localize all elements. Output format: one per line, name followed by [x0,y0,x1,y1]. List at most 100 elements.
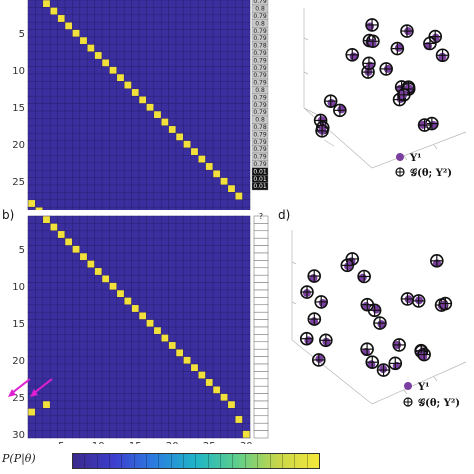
heatmap-cell [242,363,251,372]
heatmap-cell [27,230,36,239]
heatmap-cell [212,66,221,75]
side-cell-value: 0.79 [253,28,267,35]
heatmap-cell [220,95,229,104]
heatmap-cell [227,378,236,387]
heatmap-cell [64,7,73,16]
heatmap-cell [123,21,132,30]
heatmap-cell [27,267,36,276]
heatmap-cell [153,36,162,45]
heatmap-cell [109,7,118,16]
heatmap-cell [160,36,169,45]
heatmap-cell [86,363,95,372]
heatmap-cell [190,371,199,380]
heatmap-cell [27,7,36,16]
heatmap-cell [138,14,147,23]
heatmap-cell [94,274,103,283]
heatmap-cell [94,297,103,306]
heatmap-cell [138,184,147,193]
colorbar-segment [283,454,296,468]
heatmap-cell [42,66,51,75]
heatmap-cell [131,132,140,141]
heatmap-cell [227,66,236,75]
heatmap-cell [197,118,206,127]
heatmap-cell [212,110,221,119]
heatmap-cell [175,66,184,75]
heatmap-cell [212,44,221,53]
heatmap-cell-highlight [42,0,51,8]
heatmap-cell [160,363,169,372]
heatmap-cell [79,58,88,67]
heatmap-cell [42,334,51,343]
side-cell-value: 0.79 [253,109,267,116]
heatmap-cell [123,58,132,67]
heatmap-cell [64,140,73,149]
heatmap-cell [131,363,140,372]
side-cell [253,430,269,439]
heatmap-cell [116,237,125,246]
heatmap-cell [205,319,214,328]
heatmap-cell [109,132,118,141]
heatmap-cell [168,192,177,201]
heatmap-cell [86,348,95,357]
heatmap-cell [242,58,251,67]
heatmap-cell [64,371,73,380]
heatmap-cell [183,319,192,328]
heatmap-cell [27,415,36,424]
heatmap-cell [42,408,51,417]
heatmap-cell [205,125,214,134]
heatmap-cell [153,252,162,261]
heatmap-cell [197,125,206,134]
heatmap-cell [153,51,162,60]
y-tick-label: 20 [12,356,25,367]
heatmap-cell [109,319,118,328]
heatmap-cell [212,88,221,97]
heatmap-cell [212,408,221,417]
heatmap-cell [101,21,110,30]
heatmap-cell [234,14,243,23]
heatmap-cell [146,223,155,232]
scatter-point-y1 [362,302,371,311]
heatmap-cell [109,177,118,186]
heatmap-cell [212,378,221,387]
heatmap-cell [197,378,206,387]
heatmap-cell [116,378,125,387]
heatmap-cell [146,385,155,394]
scatter-point-g [379,62,393,76]
heatmap-cell [153,147,162,156]
heatmap-cell [212,132,221,141]
heatmap-cell [153,169,162,178]
heatmap-cell [35,66,44,75]
x-tick-label: 15 [129,441,142,444]
heatmap-cell [123,378,132,387]
heatmap-cell [205,260,214,269]
heatmap-cell [220,385,229,394]
y-tick-label: 20 [12,140,25,151]
heatmap-cell [86,215,95,224]
legend-top-item2: 𝒢(θ; Y²) [410,167,452,179]
heatmap-cell [168,326,177,335]
heatmap-cell [220,81,229,90]
side-cell-value: 0.79 [253,35,267,42]
heatmap-cell [138,118,147,127]
heatmap-cell [242,215,251,224]
heatmap-cell [146,81,155,90]
heatmap-cell [168,408,177,417]
side-cell [253,230,269,239]
heatmap-cell [190,408,199,417]
heatmap-cell [109,408,118,417]
heatmap-cell [168,215,177,224]
heatmap-cell [101,199,110,208]
side-cell-value: 0.79 [253,65,267,72]
heatmap-cell [138,73,147,82]
heatmap-cell [79,245,88,254]
heatmap-cell [138,110,147,119]
heatmap-cell [94,326,103,335]
heatmap-cell [205,430,214,439]
heatmap-cell [153,44,162,53]
heatmap-cell [197,415,206,424]
heatmap-cell [197,103,206,112]
heatmap-cell [138,348,147,357]
scatter-point-y1 [344,262,353,271]
heatmap-cell [197,267,206,276]
heatmap-cell [138,51,147,60]
